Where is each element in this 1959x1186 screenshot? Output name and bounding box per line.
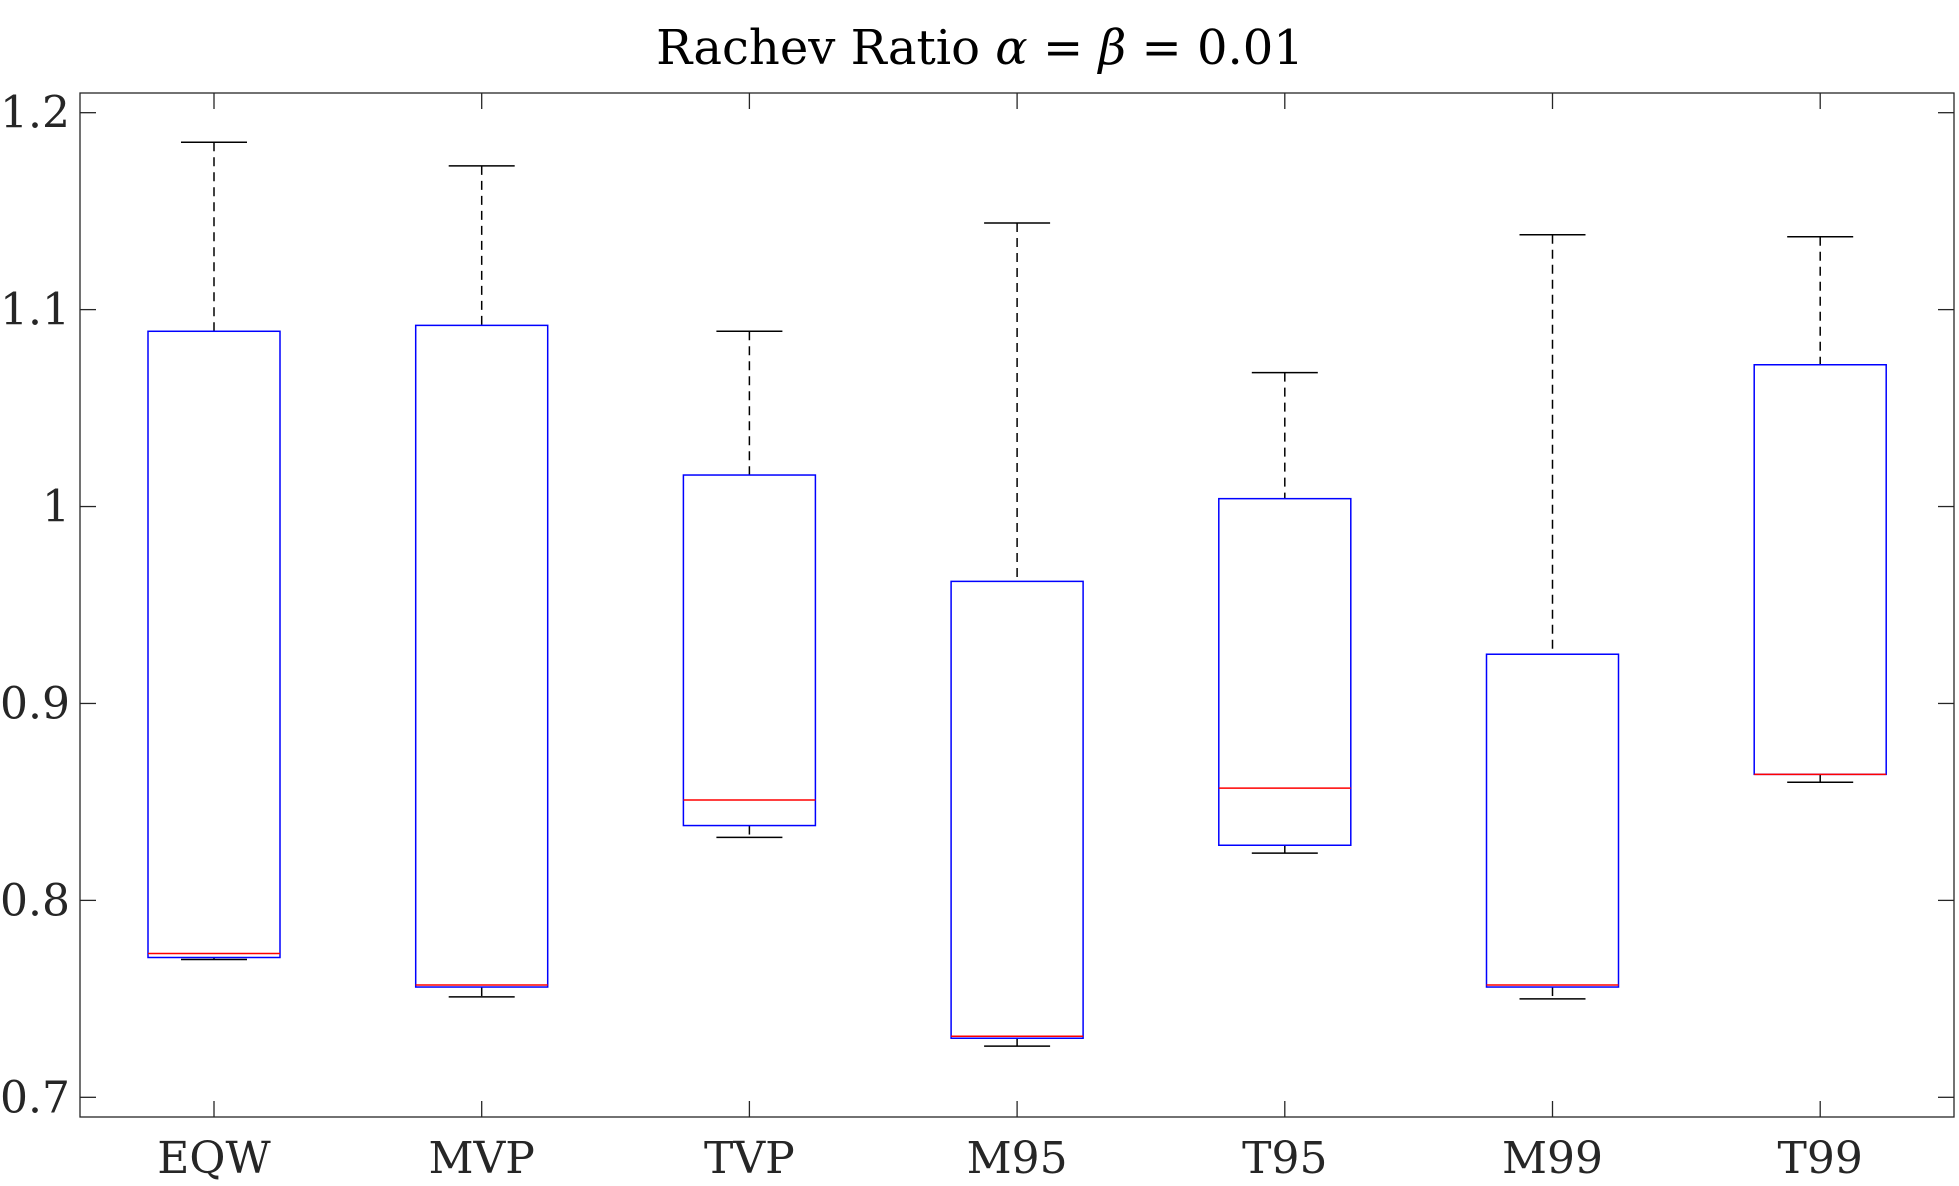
box-group-eqw — [147, 141, 281, 961]
x-tick-label: T99 — [1778, 1133, 1863, 1184]
x-tick-label: M99 — [1502, 1133, 1603, 1184]
plot-area — [147, 141, 1887, 1047]
x-tick-label: T95 — [1242, 1133, 1327, 1184]
box-group-mvp — [414, 165, 549, 998]
box-group-t95 — [1218, 371, 1352, 854]
box-eqw — [147, 330, 281, 959]
x-tick-label: EQW — [157, 1133, 271, 1184]
x-tick-label: TVP — [704, 1133, 795, 1184]
box-mvp — [414, 324, 549, 988]
y-tick-label: 1.1 — [0, 285, 70, 336]
box-group-m99 — [1485, 234, 1620, 1000]
title-equals-sign-1: = — [1043, 20, 1083, 76]
box-m95 — [950, 580, 1084, 1039]
x-tick-label: M95 — [967, 1133, 1068, 1184]
title-alpha-symbol: α — [995, 20, 1027, 76]
y-tick-label: 1.2 — [0, 88, 70, 139]
title-equals-sign-2: = — [1141, 20, 1181, 76]
box-tvp — [682, 474, 817, 827]
y-tick-label: 1 — [42, 482, 70, 533]
y-tick-label: 0.7 — [0, 1072, 70, 1123]
box-group-tvp — [682, 330, 817, 839]
box-group-m95 — [950, 222, 1084, 1047]
chart-title: Rachev Ratio α = β = 0.01 — [656, 20, 1304, 76]
y-tick-label: 0.9 — [0, 678, 70, 729]
title-value: 0.01 — [1197, 20, 1304, 76]
axes: 0.7 0.8 0.9 1 1.1 1.2 EQW MVP TVP M95 T95 M99 T99 — [0, 88, 1955, 1184]
chart-title-text: Rachev Ratio — [656, 20, 980, 76]
box-group-t99 — [1753, 236, 1887, 783]
title-beta-symbol: β — [1096, 20, 1126, 76]
box-m99 — [1485, 653, 1620, 988]
y-tick-label: 0.8 — [0, 875, 70, 926]
box-t95 — [1218, 497, 1352, 846]
x-tick-label: MVP — [428, 1133, 534, 1184]
